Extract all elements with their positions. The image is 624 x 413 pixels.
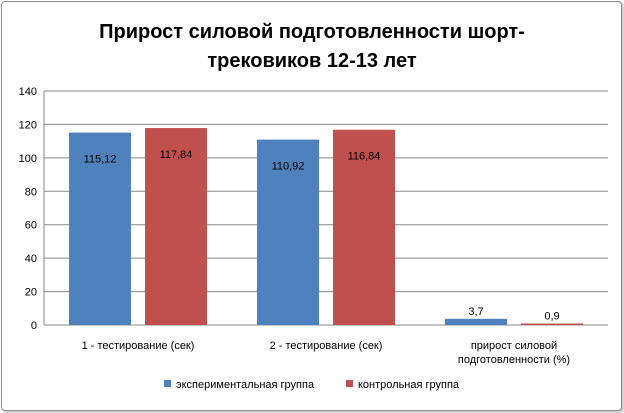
gridlines	[43, 90, 608, 326]
data-label: 110,92	[272, 161, 305, 173]
y-tick-label: 140	[19, 86, 37, 98]
y-tick-label: 80	[25, 186, 37, 198]
x-tick-label: 2 - тестирование (сек)	[270, 340, 383, 352]
x-axis-ticks: 1 - тестирование (сек) 2 - тестирование (…	[82, 340, 571, 366]
y-tick-label: 40	[25, 253, 37, 265]
y-tick-label: 20	[25, 287, 37, 299]
legend: экспериментальная группа контрольная груп…	[164, 379, 460, 391]
data-label: 116,84	[348, 151, 381, 163]
chart-title: Прирост силовой подготовленности шорт-тр…	[99, 21, 525, 72]
legend-label: контрольная группа	[358, 379, 460, 391]
data-label: 3,7	[468, 306, 483, 318]
y-tick-label: 60	[25, 220, 37, 232]
data-labels: 115,12 110,92 3,7 117,84 116,84 0,9	[84, 149, 560, 322]
bar	[445, 318, 507, 325]
chart-title-line: Прирост силовой подготовленности шорт-	[99, 21, 525, 43]
bar	[521, 323, 583, 325]
data-label: 115,12	[84, 154, 117, 166]
legend-label: экспериментальная группа	[176, 379, 315, 391]
data-label: 117,84	[160, 149, 193, 161]
chart-title-line: трековиков 12-13 лет	[207, 50, 417, 72]
bar	[69, 132, 131, 325]
bar	[257, 139, 319, 325]
y-tick-label: 120	[19, 119, 37, 131]
x-tick-label: подготовленности (%)	[458, 354, 570, 366]
x-tick-label: прирост силовой	[471, 340, 557, 352]
y-tick-label: 100	[19, 153, 37, 165]
data-label: 0,9	[544, 310, 559, 322]
legend-swatch	[164, 380, 171, 387]
bar	[145, 128, 207, 325]
y-tick-label: 0	[31, 320, 37, 332]
legend-swatch	[346, 380, 353, 387]
bar	[333, 129, 395, 325]
bars	[69, 128, 583, 325]
x-tick-label: 1 - тестирование (сек)	[82, 340, 195, 352]
y-axis-ticks: 0 20 40 60 80 100 120 140	[19, 86, 37, 332]
